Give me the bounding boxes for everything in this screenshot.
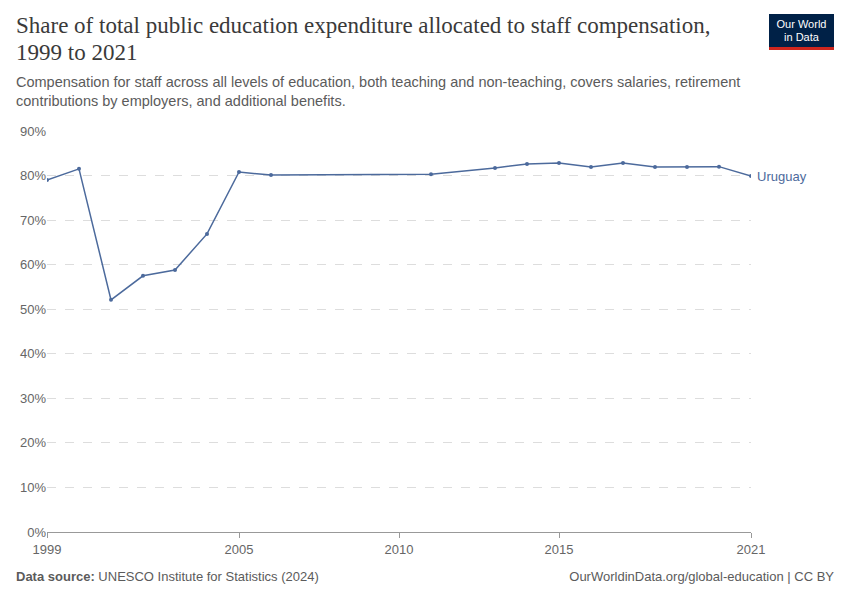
svg-text:2015: 2015 (545, 542, 574, 557)
html-text:Share of total public educatio: Share of total public education expendit… (16, 13, 711, 65)
svg-text:2005: 2005 (225, 542, 254, 557)
svg-text:2010: 2010 (385, 542, 414, 557)
svg-text:90%: 90% (20, 124, 46, 139)
svg-text:20%: 20% (20, 435, 46, 450)
svg-text:Uruguay: Uruguay (757, 169, 807, 184)
svg-text:0%: 0% (27, 525, 46, 540)
svg-text:70%: 70% (20, 213, 46, 228)
svg-text:2021: 2021 (737, 542, 766, 557)
svg-text:80%: 80% (20, 168, 46, 183)
svg-text:40%: 40% (20, 346, 46, 361)
svg-text:50%: 50% (20, 302, 46, 317)
html-text:Data source: UNESCO Institute: Data source: UNESCO Institute for Statis… (16, 569, 319, 584)
svg-text:10%: 10% (20, 480, 46, 495)
html-text:Compensation for staff across: Compensation for staff across all levels… (16, 74, 741, 109)
html-text:in Data: in Data (784, 31, 819, 43)
html-text:Our World: Our World (776, 18, 827, 30)
svg-text:60%: 60% (20, 257, 46, 272)
svg-text:30%: 30% (20, 391, 46, 406)
html-text:OurWorldinData.org/global-educ: OurWorldinData.org/global-education | CC… (569, 569, 834, 584)
svg-text:1999: 1999 (33, 542, 62, 557)
